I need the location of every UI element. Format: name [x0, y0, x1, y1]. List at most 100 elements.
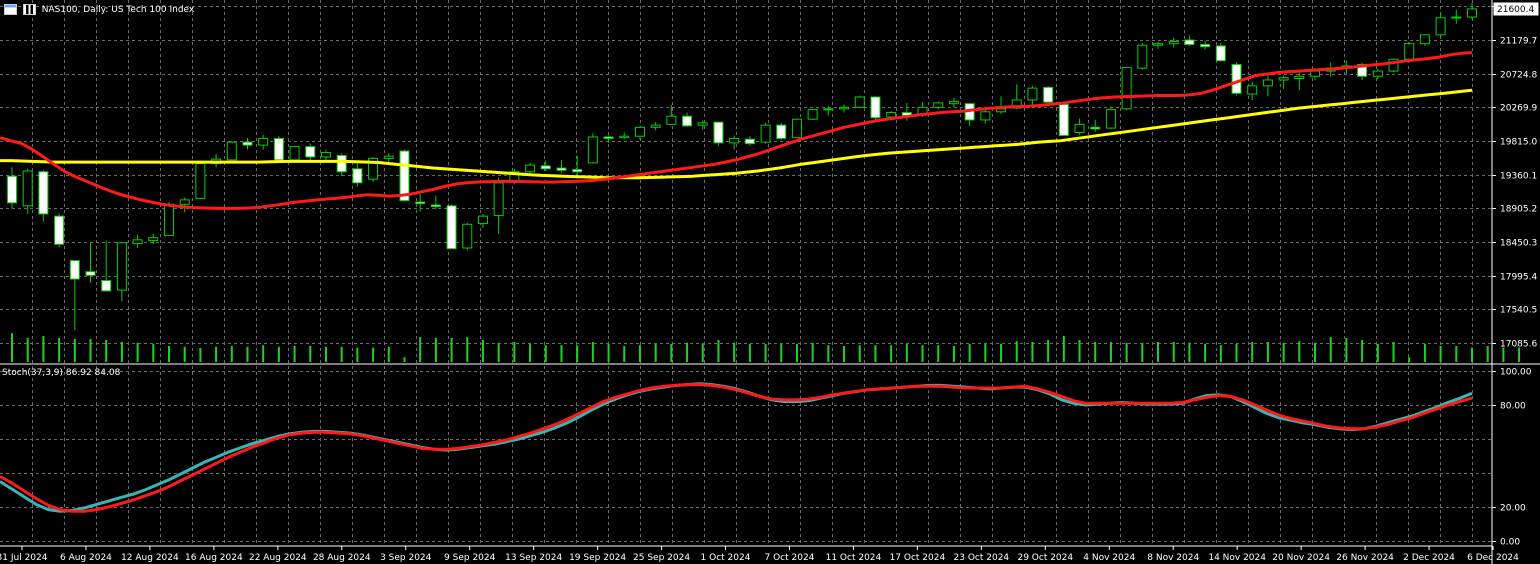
time-tick-label: 1 Oct 2024: [701, 553, 751, 563]
candle-body: [352, 168, 363, 184]
time-tick-label: 6 Dec 2024: [1467, 553, 1519, 563]
volume-bar: [1455, 346, 1458, 362]
volume-bar: [968, 344, 971, 362]
candle-body: [1200, 43, 1211, 48]
candle-body: [870, 96, 881, 119]
volume-bar: [576, 345, 579, 362]
volume-bar: [136, 342, 139, 362]
volume-bar: [591, 342, 594, 362]
ma-slow-line: [0, 88, 1473, 180]
candle-body: [195, 163, 206, 199]
ma-fast-line: [0, 51, 1473, 210]
volume-bar: [1282, 342, 1285, 362]
volume-bar: [560, 345, 563, 362]
candle-body: [666, 115, 677, 125]
volume-bar: [183, 346, 186, 362]
time-tick-label: 8 Nov 2024: [1147, 553, 1199, 563]
candle-body: [650, 124, 661, 128]
volume-bar: [372, 347, 375, 362]
volume-bar: [1204, 344, 1207, 362]
candle-body: [1105, 109, 1116, 129]
price-tick-label: 20724.8: [1500, 71, 1537, 81]
candle-body: [839, 106, 850, 110]
stoch-tick-label: 80.00: [1500, 402, 1526, 412]
volume-bar: [748, 344, 751, 362]
volume-bar: [105, 340, 108, 362]
candle-body: [132, 239, 143, 245]
volume-bar: [1408, 357, 1411, 362]
volume-bar: [1078, 340, 1081, 362]
stoch-tick-label: 20.00: [1500, 504, 1526, 514]
grid-layer: [0, 0, 1492, 545]
candle-body: [477, 215, 488, 225]
volume-bar: [1345, 338, 1348, 362]
volume-bar: [874, 345, 877, 362]
price-tick-label: 21179.7: [1500, 37, 1537, 47]
candle-body: [38, 171, 49, 215]
volume-bar: [434, 338, 437, 362]
volume-bar: [1266, 342, 1269, 362]
volume-bar: [277, 346, 280, 362]
candle-body: [1215, 45, 1226, 62]
volume-bar: [1439, 346, 1442, 362]
stoch-tick-label: 100.00: [1500, 368, 1532, 378]
volume-bar: [1172, 342, 1175, 362]
time-tick-label: 11 Oct 2024: [826, 553, 882, 563]
candle-body: [258, 137, 269, 146]
price-tick-label: 17995.4: [1500, 273, 1537, 283]
candle-body: [572, 169, 583, 173]
candle-body: [619, 135, 630, 139]
candle-body: [54, 215, 65, 245]
candle-body: [1451, 16, 1462, 19]
volume-bar: [262, 345, 265, 362]
time-tick-label: 2 Dec 2024: [1403, 553, 1455, 563]
candle-body: [540, 165, 551, 170]
candle-body: [446, 205, 457, 250]
candle-body: [587, 136, 598, 164]
volume-bar: [733, 342, 736, 362]
volume-bar: [58, 338, 61, 362]
candle-body: [163, 203, 174, 236]
candle-body: [493, 182, 504, 216]
candle-body: [1184, 39, 1195, 45]
candle-body: [823, 108, 834, 111]
volume-bar: [1423, 344, 1426, 362]
volume-bar: [638, 345, 641, 362]
candle-body: [697, 122, 708, 126]
candle-body: [242, 141, 253, 146]
candle-body: [776, 124, 787, 139]
candle-body: [807, 109, 818, 120]
volume-bar: [654, 344, 657, 362]
candle-body: [336, 154, 347, 173]
chart-type-icon: [22, 4, 36, 15]
volume-bar: [356, 347, 359, 362]
time-tick-label: 16 Aug 2024: [185, 553, 243, 563]
volume-bar: [1125, 342, 1128, 362]
time-tick-label: 25 Sep 2024: [633, 553, 690, 563]
candle-body: [179, 199, 190, 205]
stoch-tick-label: 0.00: [1500, 538, 1520, 548]
time-tick-label: 3 Sep 2024: [380, 553, 432, 563]
volume-bar: [1235, 344, 1238, 362]
volume-bar: [1047, 340, 1050, 362]
volume-bar: [419, 337, 422, 362]
candle-body: [148, 237, 159, 242]
volume-bar: [670, 344, 673, 362]
candle-body: [430, 204, 441, 208]
volume-bar: [1109, 342, 1112, 362]
volume-bar: [780, 344, 783, 362]
candle-body: [1419, 34, 1430, 45]
volume-bar: [340, 346, 343, 362]
candle-body: [85, 271, 96, 276]
candle-body: [226, 141, 237, 161]
candle-body: [305, 146, 316, 158]
volume-bar: [324, 346, 327, 362]
symbol-header: NAS100, Daily: US Tech 100 Index: [4, 4, 194, 15]
candle-body: [1372, 70, 1383, 77]
volume-bar: [1251, 342, 1254, 362]
volume-bar: [1188, 342, 1191, 362]
symbol-title: NAS100, Daily: US Tech 100 Index: [41, 5, 195, 15]
stoch-header: Stoch(37,3,9) 86.92 84.08: [2, 368, 121, 378]
volume-bar: [623, 346, 626, 362]
